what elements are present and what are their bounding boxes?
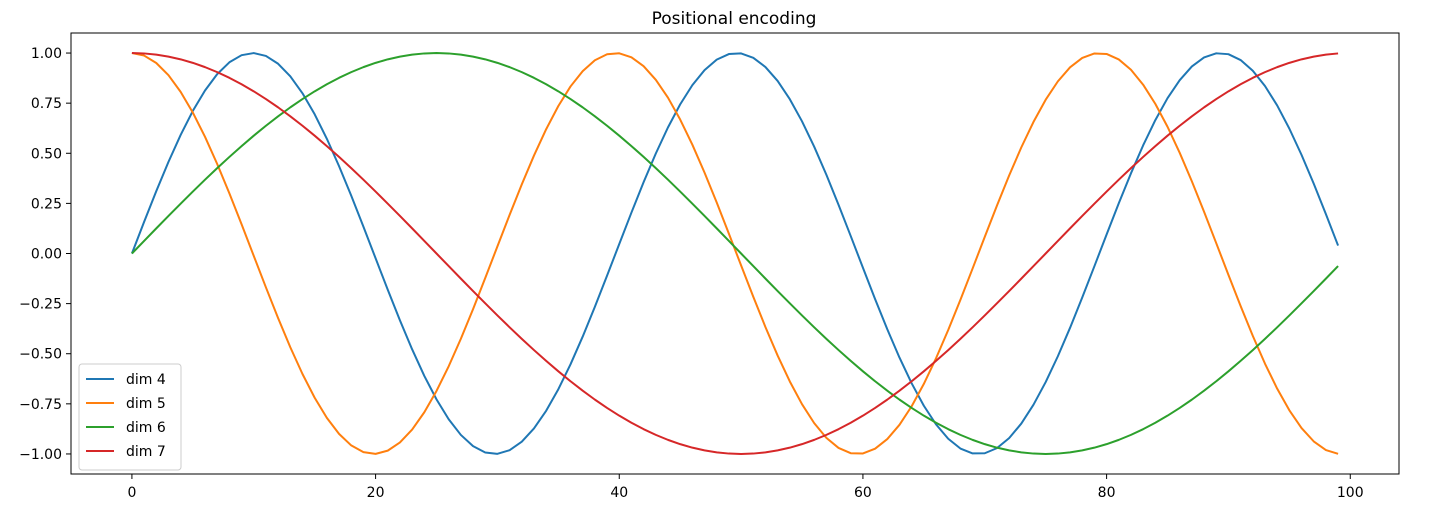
legend-label-1: dim 4	[126, 372, 166, 388]
series-line-2	[131, 52, 1339, 455]
y-tick-label: 0.00	[31, 247, 62, 263]
x-tick-label: 60	[854, 485, 872, 501]
x-tick-label: 80	[1098, 485, 1116, 501]
y-tick-label: 1.00	[31, 46, 62, 62]
x-axis: 0 20 40 60 80 100	[127, 474, 1364, 501]
x-tick-label: 20	[367, 485, 385, 501]
plot-frame	[70, 32, 1400, 475]
x-tick-label: 0	[127, 485, 136, 501]
series-line-3	[131, 52, 1339, 455]
y-tick-label: −0.75	[19, 397, 62, 413]
legend-label-2: dim 5	[126, 396, 166, 412]
y-tick-label: 0.75	[31, 96, 62, 112]
series-line-4	[131, 52, 1339, 455]
x-tick-label: 100	[1337, 485, 1364, 501]
legend-label-4: dim 7	[126, 444, 166, 460]
legend: dim 4 dim 5 dim 6 dim 7	[78, 363, 182, 471]
y-tick-label: −1.00	[19, 447, 62, 463]
y-axis: 1.00 0.75 0.50 0.25 0.00 −0.25 −0.50 −0.75 −1.00	[19, 46, 71, 463]
y-tick-label: −0.25	[19, 297, 62, 313]
y-tick-label: 0.25	[31, 196, 62, 212]
y-tick-label: 0.50	[31, 146, 62, 162]
legend-box	[78, 363, 182, 471]
y-tick-label: −0.50	[19, 347, 62, 363]
legend-label-3: dim 6	[126, 420, 166, 436]
chart-title: Positional encoding	[652, 9, 817, 29]
x-tick-label: 40	[610, 485, 628, 501]
lines-layer	[130, 52, 1340, 455]
